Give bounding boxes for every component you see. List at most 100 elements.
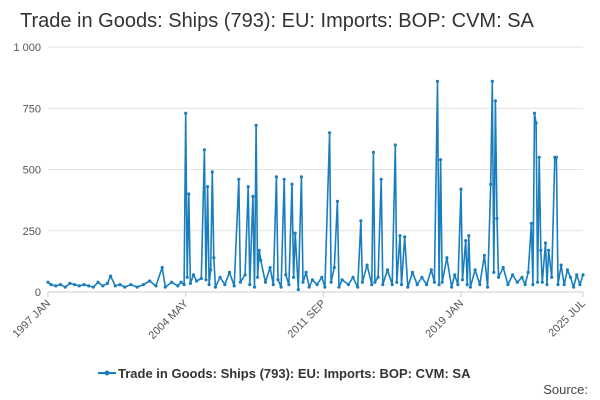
data-point[interactable] [287,283,291,287]
data-point[interactable] [238,280,242,284]
data-point[interactable] [572,285,576,289]
data-point[interactable] [492,270,496,274]
data-point[interactable] [410,270,415,274]
data-point[interactable] [259,258,263,262]
data-point[interactable] [218,275,222,279]
data-point[interactable] [243,273,247,277]
data-point[interactable] [329,280,333,284]
data-point[interactable] [276,278,280,282]
data-point[interactable] [118,283,122,287]
data-point[interactable] [188,281,192,285]
data-point[interactable] [248,283,252,287]
data-point[interactable] [501,265,505,270]
data-point[interactable] [493,99,497,103]
data-point[interactable] [185,275,189,279]
data-point[interactable] [199,276,203,281]
data-point[interactable] [337,285,341,289]
data-point[interactable] [523,283,527,287]
data-point[interactable] [450,285,454,289]
data-point[interactable] [489,182,493,186]
data-point[interactable] [179,280,183,284]
data-point[interactable] [468,285,472,289]
data-point[interactable] [176,284,180,288]
data-point[interactable] [335,199,339,203]
data-point[interactable] [540,280,544,284]
data-point[interactable] [356,285,360,289]
data-point[interactable] [565,268,570,272]
data-point[interactable] [320,275,324,279]
data-point[interactable] [209,268,213,272]
data-point[interactable] [432,280,436,284]
data-point[interactable] [271,283,275,287]
data-point[interactable] [160,265,164,270]
data-point[interactable] [296,288,300,292]
data-point[interactable] [376,275,380,279]
data-point[interactable] [559,263,563,267]
data-point[interactable] [123,285,127,289]
data-point[interactable] [437,283,441,287]
data-point[interactable] [532,111,537,115]
data-point[interactable] [141,283,145,287]
data-point[interactable] [435,79,440,83]
data-point[interactable] [49,283,53,287]
data-point[interactable] [263,280,267,284]
data-point[interactable] [135,285,139,289]
data-point[interactable] [154,284,158,288]
data-point[interactable] [279,285,283,289]
data-point[interactable] [439,158,443,162]
data-point[interactable] [420,275,424,279]
data-point[interactable] [232,284,236,288]
data-point[interactable] [351,275,355,279]
data-point[interactable] [307,285,311,289]
data-point[interactable] [550,275,554,279]
data-point[interactable] [547,248,551,252]
data-point[interactable] [453,273,457,277]
data-point[interactable] [415,283,419,287]
data-point[interactable] [473,268,477,272]
data-point[interactable] [284,273,288,277]
data-point[interactable] [381,283,385,287]
data-point[interactable] [148,279,152,283]
data-point[interactable] [223,283,227,287]
legend[interactable]: Trade in Goods: Ships (793): EU: Imports… [98,366,471,381]
data-point[interactable] [360,280,364,284]
data-point[interactable] [54,284,58,288]
data-point[interactable] [237,177,241,181]
data-point[interactable] [340,278,344,282]
data-point[interactable] [195,279,199,283]
data-point[interactable] [562,283,566,287]
data-point[interactable] [87,284,91,288]
data-point[interactable] [464,239,468,243]
data-point[interactable] [536,280,540,284]
data-point[interactable] [96,280,100,284]
data-point[interactable] [184,111,188,115]
data-point[interactable] [91,285,95,289]
data-point[interactable] [182,283,186,287]
data-point[interactable] [506,283,510,287]
data-point[interactable] [429,268,433,272]
data-point[interactable] [390,283,394,287]
data-point[interactable] [304,270,308,274]
data-point[interactable] [459,187,463,191]
data-point[interactable] [568,275,573,279]
data-point[interactable] [227,270,232,274]
data-point[interactable] [301,280,305,284]
data-point[interactable] [290,182,294,186]
data-point[interactable] [395,280,399,284]
data-point[interactable] [315,283,319,287]
data-point[interactable] [373,280,377,284]
data-point[interactable] [545,283,549,287]
data-point[interactable] [578,283,582,287]
data-point[interactable] [73,283,77,287]
data-point[interactable] [534,121,538,125]
data-point[interactable] [403,235,407,239]
data-point[interactable] [520,275,524,279]
data-point[interactable] [332,265,336,270]
data-point[interactable] [213,285,217,289]
data-point[interactable] [191,273,196,277]
data-point[interactable] [163,285,167,289]
data-point[interactable] [398,234,402,238]
data-point[interactable] [556,283,560,287]
data-point[interactable] [63,285,67,289]
data-point[interactable] [323,285,327,289]
